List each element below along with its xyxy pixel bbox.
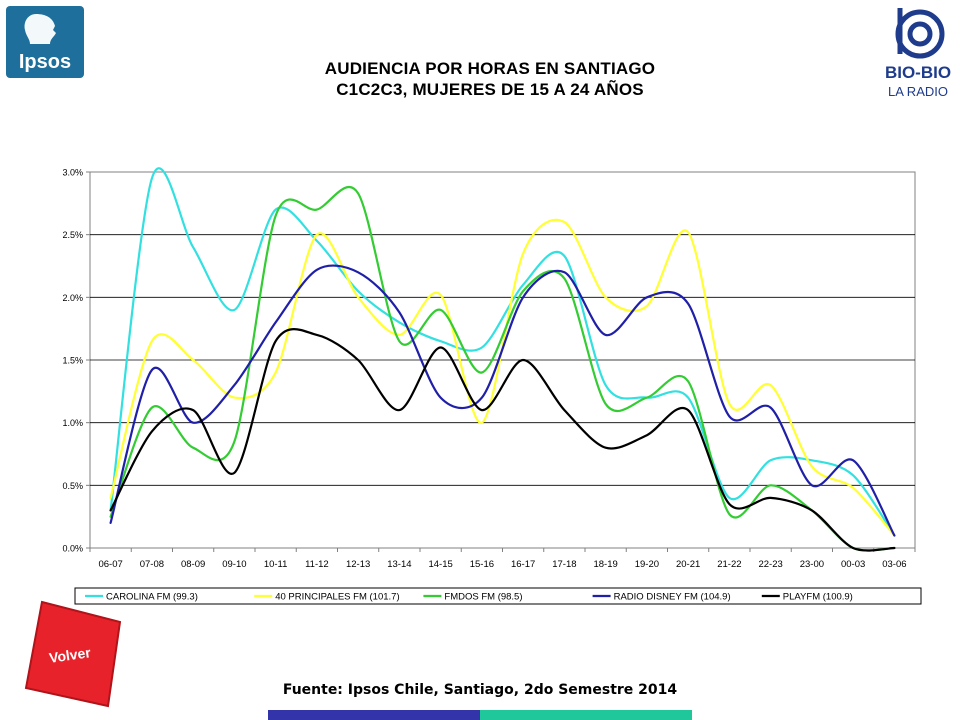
volver-button[interactable]: Volver [22,600,122,708]
legend-label: CAROLINA FM (99.3) [106,592,198,603]
x-tick-label: 22-23 [758,559,782,570]
x-tick-label: 09-10 [222,559,246,570]
legend-label: RADIO DISNEY FM (104.9) [614,592,731,603]
x-tick-label: 08-09 [181,559,205,570]
series-lines [109,167,896,552]
y-tick-label: 1.0% [62,418,83,428]
bottom-color-bar [268,710,692,720]
x-tick-label: 13-14 [387,559,411,570]
x-tick-label: 00-03 [841,559,865,570]
x-tick-label: 23-00 [800,559,824,570]
legend: CAROLINA FM (99.3) 40 PRINCIPALES FM (101… [74,587,922,605]
x-tick-label: 18-19 [593,559,617,570]
x-tick-label: 15-16 [470,559,494,570]
source-note: Fuente: Ipsos Chile, Santiago, 2do Semes… [282,682,678,698]
ipsos-logo: Ipsos [6,6,84,78]
legend-label: 40 PRINCIPALES FM (101.7) [275,592,399,603]
series-line-2 [109,185,896,552]
line-chart: 0.0%0.5%1.0%1.5%2.0%2.5%3.0% 06-07 07-08 0… [62,167,922,605]
y-tick-label: 1.5% [62,356,83,366]
x-tick-label: 17-18 [552,559,576,570]
chart-subtitle: C1C2C3, MUJERES DE 15 A 24 AÑOS [336,80,644,99]
y-tick-label: 2.0% [62,293,83,303]
chart-titles: AUDIENCIA POR HORAS EN SANTIAGO C1C2C3, … [140,58,840,100]
y-tick-label: 2.5% [62,230,83,240]
bottom-bar-right [480,710,692,720]
x-tick-label: 07-08 [140,559,164,570]
bottom-bar-left [268,710,480,720]
x-tick-label: 16-17 [511,559,535,570]
biobio-logo-subtext: LA RADIO [888,84,948,99]
x-tick-label: 06-07 [98,559,122,570]
series-line-3 [109,264,896,537]
series-line-1 [109,218,896,537]
x-tick-label: 11-12 [305,559,329,570]
legend-label: PLAYFM (100.9) [783,592,853,603]
x-tick-label: 14-15 [428,559,452,570]
x-tick-label: 19-20 [635,559,659,570]
gridlines [90,234,915,486]
x-tick-label: 21-22 [717,559,741,570]
x-axis-ticks: 06-07 07-08 08-09 09-10 10-11 11-12 12-13 13-14… [89,548,916,570]
series-line-4 [109,328,896,552]
x-tick-label: 10-11 [264,559,288,570]
volver-label: Volver [48,644,92,666]
chart-title: AUDIENCIA POR HORAS EN SANTIAGO [324,59,656,78]
legend-label: FMDOS FM (98.5) [444,592,522,603]
biobio-logo-text: BIO-BIO [885,63,951,82]
ipsos-logo-text: Ipsos [19,51,71,73]
y-tick-label: 0.5% [62,481,83,491]
x-tick-label: 12-13 [346,559,370,570]
series-line-0 [109,167,896,537]
legend-box [74,587,922,605]
y-axis-ticks: 0.0% 0.5% 1.0% 1.5% 2.0% 2.5% 3.0% [62,168,90,554]
y-tick-label: 0.0% [62,544,83,554]
x-tick-label: 03-06 [882,559,906,570]
x-tick-label: 20-21 [676,559,700,570]
y-tick-label: 3.0% [62,168,83,178]
biobio-logo: BIO-BIO LA RADIO [882,4,954,104]
